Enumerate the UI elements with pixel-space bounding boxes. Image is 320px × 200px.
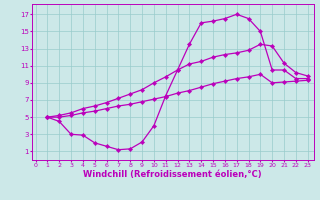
X-axis label: Windchill (Refroidissement éolien,°C): Windchill (Refroidissement éolien,°C) xyxy=(84,170,262,179)
